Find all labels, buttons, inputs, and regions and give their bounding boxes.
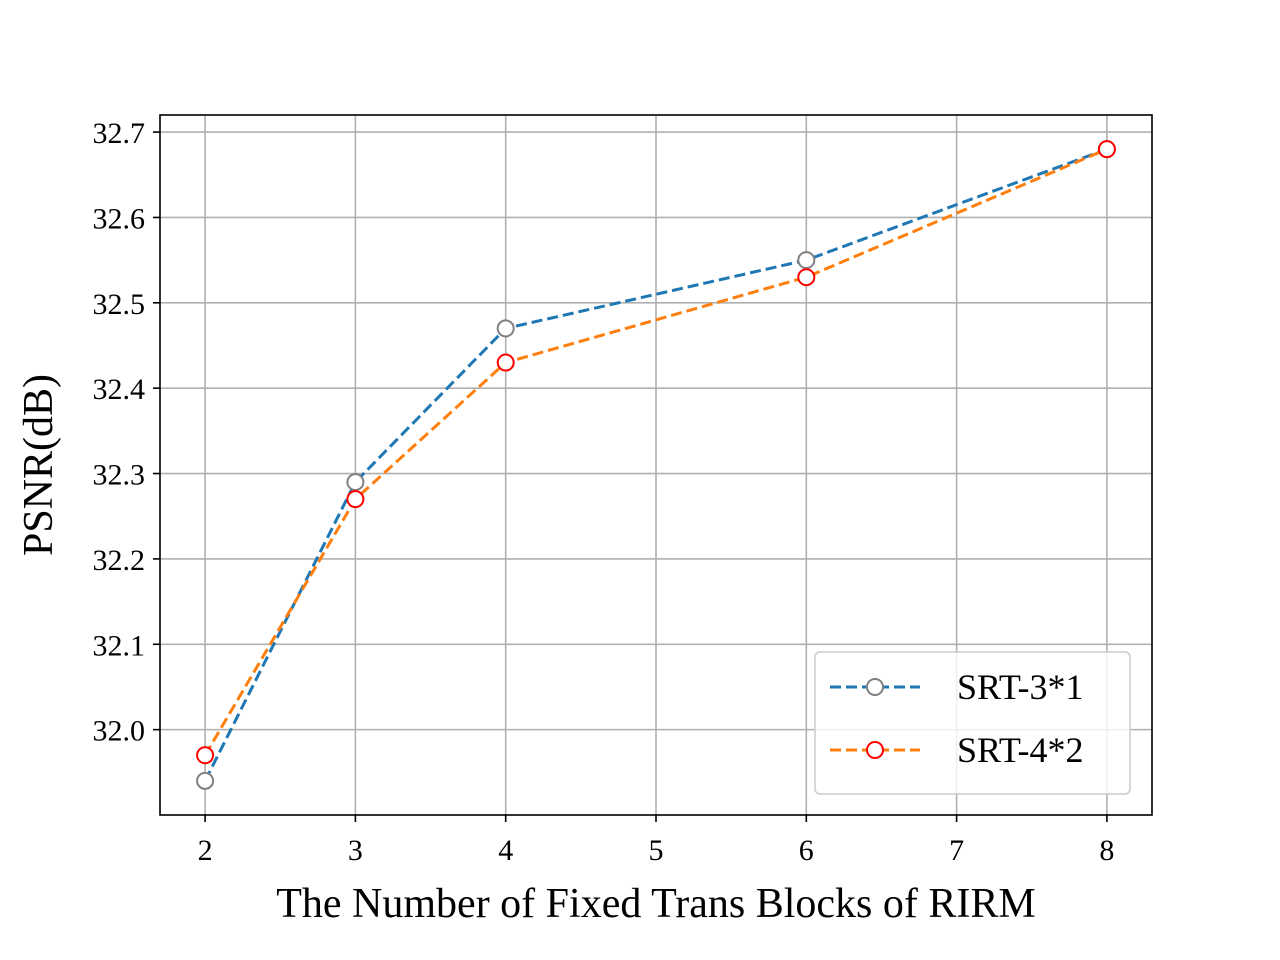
y-tick-label: 32.6 <box>93 202 146 235</box>
legend-marker <box>866 678 884 696</box>
y-tick-label: 32.7 <box>93 117 146 150</box>
data-point <box>1097 140 1116 159</box>
data-point <box>346 473 365 492</box>
x-tick-label: 8 <box>1099 834 1114 867</box>
data-point <box>496 319 515 338</box>
y-tick-label: 32.0 <box>93 715 146 748</box>
y-axis-title: PSNR(dB) <box>16 374 62 556</box>
legend-marker <box>866 741 884 759</box>
x-tick-label: 3 <box>348 834 363 867</box>
x-axis-title: The Number of Fixed Trans Blocks of RIRM <box>276 881 1036 927</box>
legend-label: SRT-3*1 <box>957 667 1084 707</box>
x-tick-label: 2 <box>198 834 213 867</box>
legend-box <box>814 651 1131 795</box>
y-tick-label: 32.4 <box>93 373 146 406</box>
y-tick-label: 32.2 <box>93 544 146 577</box>
x-axis: 2 3 4 5 6 7 8 <box>198 815 1114 867</box>
data-point <box>196 746 215 765</box>
grid <box>160 115 1152 815</box>
legend-label: SRT-4*2 <box>957 730 1084 770</box>
data-point <box>797 268 816 287</box>
data-point <box>346 490 365 509</box>
series-layer <box>196 140 1116 790</box>
legend: SRT-3*1 SRT-4*2 <box>814 651 1131 795</box>
data-point <box>196 771 215 790</box>
y-tick-label: 32.5 <box>93 288 146 321</box>
y-axis: 32.0 32.1 32.2 32.3 32.4 32.5 32.6 32.7 <box>93 117 160 748</box>
y-tick-label: 32.1 <box>93 629 146 662</box>
data-point <box>496 353 515 372</box>
y-tick-label: 32.3 <box>93 459 146 492</box>
x-tick-label: 4 <box>498 834 513 867</box>
data-point <box>797 251 816 270</box>
x-tick-label: 5 <box>649 834 664 867</box>
x-tick-label: 7 <box>949 834 964 867</box>
x-tick-label: 6 <box>799 834 814 867</box>
